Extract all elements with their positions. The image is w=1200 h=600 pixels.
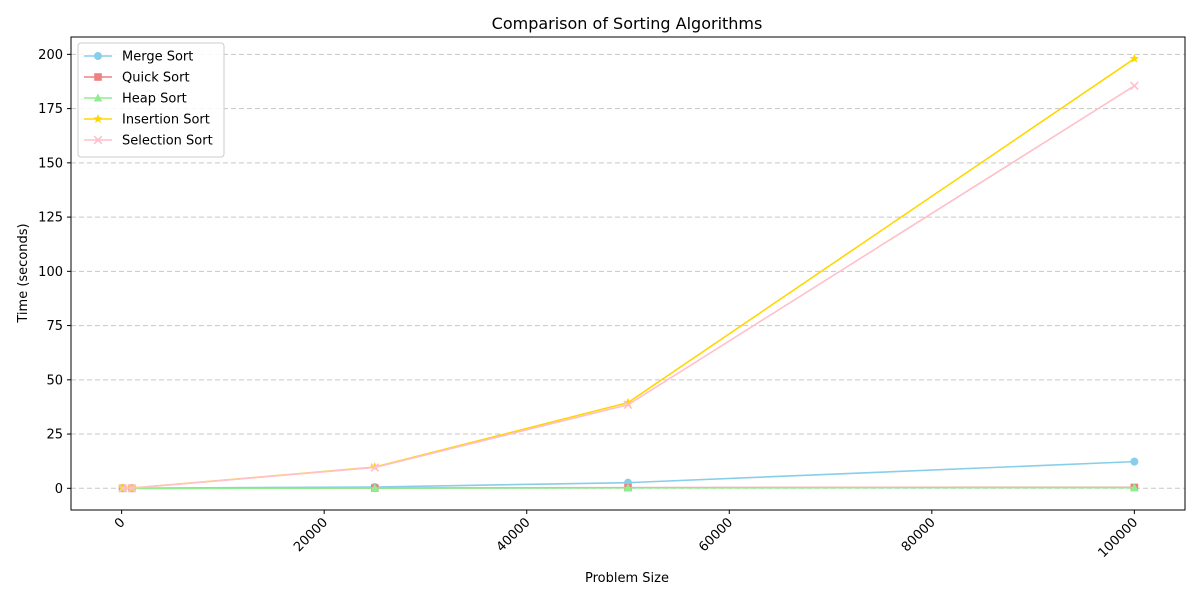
data-point (623, 483, 633, 492)
data-point (1130, 483, 1139, 492)
x-tick-label: 60000 (696, 515, 736, 555)
series (118, 483, 1139, 492)
data-point (93, 114, 103, 124)
legend-entry: Insertion Sort (84, 113, 210, 128)
series-group (117, 53, 1140, 493)
y-tick-label: 150 (38, 156, 63, 171)
grid-lines (71, 53, 1185, 489)
data-point (623, 400, 633, 410)
legend-label: Selection Sort (122, 134, 213, 149)
data-point (127, 483, 137, 493)
legend-label: Heap Sort (122, 92, 187, 107)
legend: Merge Sort Quick Sort Heap Sort Insertion S… (77, 42, 225, 158)
y-tick-label: 175 (38, 102, 63, 117)
y-tick-label: 0 (55, 482, 63, 497)
series-line (122, 85, 1135, 490)
data-point (623, 397, 633, 407)
y-tick-label: 75 (46, 319, 63, 334)
data-point (94, 52, 102, 60)
y-axis-label: Time (seconds) (16, 223, 31, 323)
legend-entry: Selection Sort (84, 134, 213, 149)
legend-label: Merge Sort (122, 50, 193, 65)
data-point (370, 463, 380, 472)
data-point (1129, 81, 1139, 91)
x-tick-label: 20000 (291, 515, 331, 555)
x-tick-label: 0 (112, 515, 128, 531)
x-tick-label: 100000 (1095, 515, 1141, 561)
data-point (118, 483, 128, 493)
y-tick-label: 200 (38, 48, 63, 63)
x-axis-ticks: 0 20000 40000 60000 80000 100000 (112, 510, 1141, 561)
y-tick-label: 100 (38, 265, 63, 280)
data-point (93, 135, 103, 145)
legend-entry: Quick Sort (84, 71, 190, 86)
series (118, 81, 1139, 493)
x-tick-label: 80000 (899, 515, 939, 555)
data-point (93, 93, 103, 102)
y-axis-ticks: 0 25 50 75 100 125 150 175 200 (38, 48, 71, 497)
data-point (1130, 457, 1139, 466)
series (117, 53, 1140, 493)
y-tick-label: 50 (46, 373, 63, 388)
legend-entry: Heap Sort (84, 92, 187, 107)
chart-title: Comparison of Sorting Algorithms (492, 14, 763, 33)
legend-label: Insertion Sort (122, 113, 210, 128)
data-point (1129, 53, 1140, 63)
legend-frame (77, 42, 225, 158)
y-tick-label: 125 (38, 211, 63, 226)
series-line (122, 58, 1135, 490)
x-axis-label: Problem Size (585, 571, 669, 586)
legend-entry: Merge Sort (84, 50, 193, 65)
data-point (370, 483, 380, 492)
legend-label: Quick Sort (122, 71, 190, 86)
x-tick-label: 40000 (494, 515, 534, 555)
data-point (94, 73, 102, 81)
plot-area-frame (70, 36, 1186, 511)
y-tick-label: 25 (46, 428, 63, 443)
